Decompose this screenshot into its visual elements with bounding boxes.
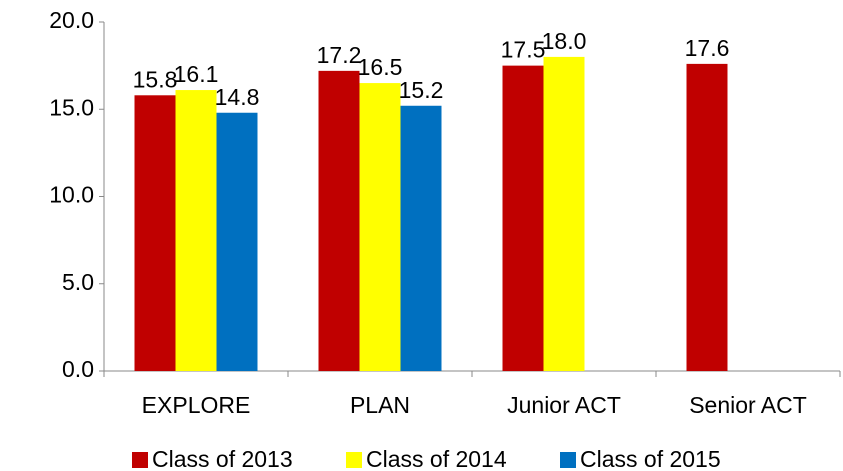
data-label: 17.2 — [317, 42, 362, 68]
x-tick-label: EXPLORE — [142, 392, 251, 418]
legend-swatch — [346, 452, 362, 468]
data-label: 15.2 — [399, 77, 444, 103]
bar — [400, 105, 442, 371]
legend-label: Class of 2014 — [366, 446, 507, 471]
bar — [502, 65, 544, 371]
legend-label: Class of 2015 — [580, 446, 721, 471]
data-label: 18.0 — [542, 28, 587, 54]
bar — [359, 83, 401, 371]
y-tick-label: 0.0 — [62, 356, 94, 382]
y-tick-label: 15.0 — [49, 94, 94, 120]
bar — [686, 63, 728, 371]
x-tick-label: Senior ACT — [689, 392, 807, 418]
data-label: 16.1 — [174, 61, 219, 87]
y-tick-label: 20.0 — [49, 7, 94, 33]
legend-label: Class of 2013 — [152, 446, 293, 471]
y-tick-label: 5.0 — [62, 269, 94, 295]
bar — [318, 70, 360, 372]
data-label: 17.6 — [685, 35, 730, 61]
bar — [543, 56, 585, 372]
data-label: 15.8 — [133, 66, 178, 92]
y-tick-label: 10.0 — [49, 182, 94, 208]
bar — [175, 90, 217, 372]
bar — [216, 112, 258, 372]
data-label: 14.8 — [215, 84, 260, 110]
data-label: 17.5 — [501, 37, 546, 63]
legend-swatch — [560, 452, 576, 468]
x-tick-label: Junior ACT — [507, 392, 621, 418]
bar — [134, 95, 176, 371]
data-label: 16.5 — [358, 54, 403, 80]
x-tick-label: PLAN — [350, 392, 410, 418]
legend-swatch — [132, 452, 148, 468]
